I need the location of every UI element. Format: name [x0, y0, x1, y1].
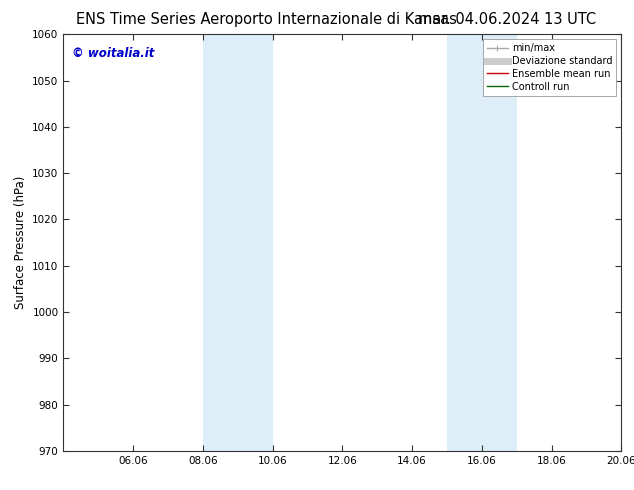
Legend: min/max, Deviazione standard, Ensemble mean run, Controll run: min/max, Deviazione standard, Ensemble m… [483, 39, 616, 96]
Text: ENS Time Series Aeroporto Internazionale di Kansas: ENS Time Series Aeroporto Internazionale… [76, 12, 456, 27]
Text: © woitalia.it: © woitalia.it [72, 47, 154, 60]
Y-axis label: Surface Pressure (hPa): Surface Pressure (hPa) [14, 176, 27, 309]
Text: mar. 04.06.2024 13 UTC: mar. 04.06.2024 13 UTC [418, 12, 596, 27]
Bar [447, 34, 517, 451]
Bar [203, 34, 273, 451]
